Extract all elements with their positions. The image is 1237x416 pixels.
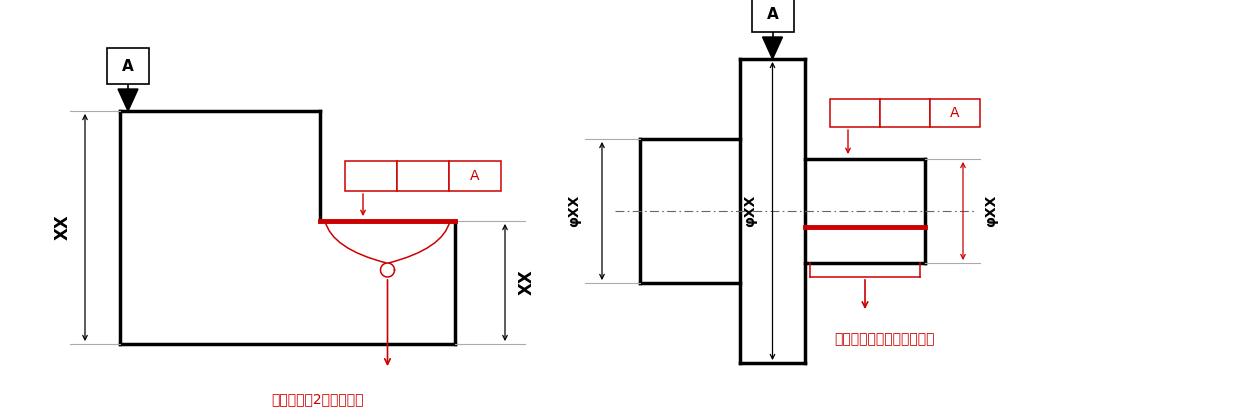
Text: XX: XX xyxy=(518,270,536,295)
Bar xyxy=(397,161,449,191)
Text: φXX: φXX xyxy=(567,195,581,227)
Text: 幾何公差＝2段目の表面: 幾何公差＝2段目の表面 xyxy=(271,392,364,406)
Text: A: A xyxy=(470,169,480,183)
Text: A: A xyxy=(950,106,960,120)
Text: φXX: φXX xyxy=(743,195,757,227)
Polygon shape xyxy=(118,89,139,111)
Bar xyxy=(880,99,930,127)
Text: A: A xyxy=(122,59,134,74)
Polygon shape xyxy=(762,37,783,59)
Bar xyxy=(930,99,980,127)
Bar xyxy=(106,48,148,84)
Text: A: A xyxy=(767,7,778,22)
Text: XX: XX xyxy=(54,215,72,240)
Bar xyxy=(830,99,880,127)
Bar xyxy=(345,161,397,191)
Bar xyxy=(752,0,793,32)
Text: 幾何公差＝右側円筒の母線: 幾何公差＝右側円筒の母線 xyxy=(835,332,935,346)
Bar xyxy=(449,161,501,191)
Text: φXX: φXX xyxy=(983,195,998,227)
